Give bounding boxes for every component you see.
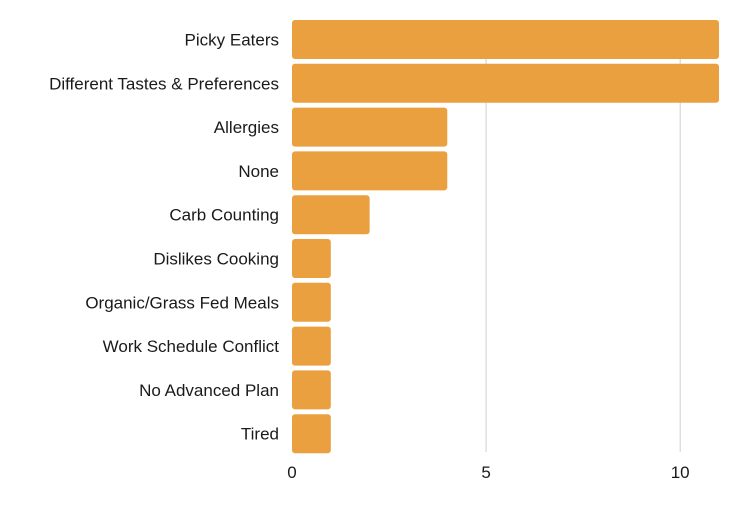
bar <box>292 282 331 322</box>
category-label: Work Schedule Conflict <box>103 337 280 356</box>
category-label: No Advanced Plan <box>139 381 279 400</box>
category-label: Different Tastes & Preferences <box>49 74 279 93</box>
bar <box>292 326 331 366</box>
category-label: Organic/Grass Fed Meals <box>85 293 279 312</box>
bars <box>292 20 719 454</box>
bar <box>292 370 331 410</box>
category-label: Dislikes Cooking <box>153 250 279 269</box>
x-tick-label: 5 <box>481 463 490 482</box>
x-tick-label: 10 <box>671 463 690 482</box>
bar <box>292 151 448 191</box>
category-labels: Picky Eaters Different Tastes & Preferenc… <box>49 31 279 444</box>
category-label: Picky Eaters <box>185 31 279 50</box>
bar <box>292 239 331 278</box>
bar <box>292 20 719 59</box>
bar <box>292 63 719 103</box>
category-label: Tired <box>241 425 279 444</box>
category-label: None <box>238 162 279 181</box>
category-label: Allergies <box>214 118 279 137</box>
bar <box>292 107 448 147</box>
category-label: Carb Counting <box>169 206 279 225</box>
x-tick-label: 0 <box>287 463 296 482</box>
bar <box>292 414 331 454</box>
bar <box>292 195 370 235</box>
x-axis-tick-labels: 0 5 10 <box>287 463 689 482</box>
